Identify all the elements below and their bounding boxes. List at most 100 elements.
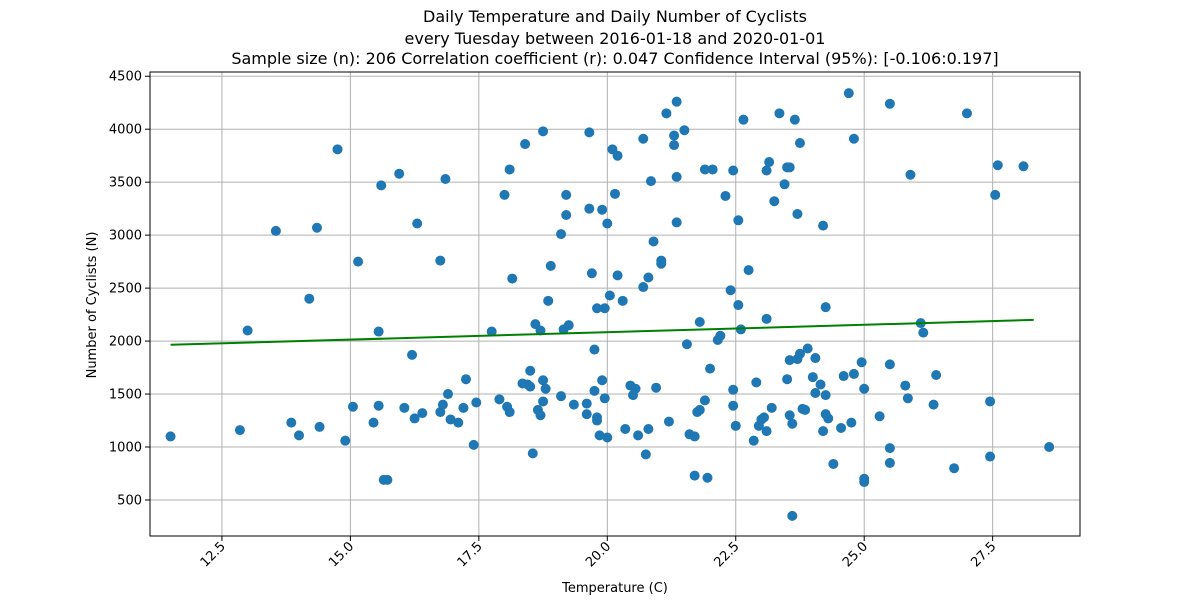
data-point: [794, 137, 805, 148]
data-point: [561, 189, 572, 200]
data-point: [353, 256, 364, 267]
data-point: [985, 451, 996, 462]
data-point: [728, 400, 739, 411]
data-point: [545, 260, 556, 271]
data-point: [242, 325, 253, 336]
data-point: [443, 389, 454, 400]
data-point: [707, 164, 718, 175]
x-axis-label: Temperature (C): [561, 581, 668, 596]
data-point: [735, 324, 746, 335]
data-point: [584, 127, 595, 138]
data-point: [859, 383, 870, 394]
data-point: [304, 293, 315, 304]
data-point: [376, 180, 387, 191]
data-point: [748, 435, 759, 446]
data-point: [453, 417, 464, 428]
data-point: [561, 210, 572, 221]
data-point: [810, 387, 821, 398]
data-point: [856, 357, 867, 368]
data-point: [702, 472, 713, 483]
data-point: [820, 390, 831, 401]
data-point: [725, 285, 736, 296]
data-point: [460, 374, 471, 385]
data-point: [1018, 161, 1029, 172]
data-point: [270, 225, 281, 236]
data-point: [792, 208, 803, 219]
data-point: [802, 343, 813, 354]
data-point: [643, 272, 654, 283]
data-point: [648, 236, 659, 247]
data-point: [535, 410, 546, 421]
data-point: [638, 282, 649, 293]
data-point: [720, 190, 731, 201]
data-point: [728, 384, 739, 395]
data-point: [581, 409, 592, 420]
data-point: [347, 401, 358, 412]
trendline: [170, 318, 1034, 346]
data-point: [568, 399, 579, 410]
y-tick-label: 3500: [109, 176, 142, 191]
data-point: [738, 114, 749, 125]
data-point: [769, 196, 780, 207]
data-point: [787, 510, 798, 521]
data-point: [794, 348, 805, 359]
data-point: [671, 217, 682, 228]
data-point: [471, 397, 482, 408]
y-tick-label: 1000: [109, 441, 142, 456]
data-point: [373, 326, 384, 337]
data-point: [715, 330, 726, 341]
data-point: [504, 164, 515, 175]
data-point: [661, 108, 672, 119]
data-point: [884, 443, 895, 454]
data-point: [859, 473, 870, 484]
data-point: [671, 96, 682, 107]
data-point: [733, 215, 744, 226]
data-point: [581, 398, 592, 409]
data-point: [643, 424, 654, 435]
data-point: [1044, 442, 1055, 453]
data-point: [663, 416, 674, 427]
data-point: [556, 391, 567, 402]
data-point: [784, 410, 795, 421]
data-point: [728, 165, 739, 176]
chart-title-line-2: every Tuesday between 2016-01-18 and 202…: [405, 29, 826, 48]
data-point: [949, 463, 960, 474]
data-point: [743, 265, 754, 276]
data-point: [592, 303, 603, 314]
data-point: [784, 162, 795, 173]
data-point: [705, 363, 716, 374]
data-point: [694, 404, 705, 415]
y-tick-label: 4000: [109, 123, 142, 138]
data-point: [681, 339, 692, 350]
data-point: [874, 411, 885, 422]
data-point: [789, 114, 800, 125]
data-point: [286, 417, 297, 428]
y-tick-label: 3000: [109, 229, 142, 244]
data-point: [884, 457, 895, 468]
data-point: [905, 169, 916, 180]
y-tick-label: 500: [117, 493, 142, 508]
data-point: [535, 325, 546, 336]
data-point: [504, 407, 515, 418]
data-point: [699, 164, 710, 175]
data-point: [599, 393, 610, 404]
y-tick-label: 4500: [109, 70, 142, 85]
data-point: [373, 400, 384, 411]
data-point: [520, 139, 531, 150]
data-point: [556, 229, 567, 240]
data-point: [394, 168, 405, 179]
y-tick-label: 2000: [109, 335, 142, 350]
data-point: [538, 126, 549, 137]
data-point: [800, 404, 811, 415]
data-point: [458, 402, 469, 413]
data-point: [445, 414, 456, 425]
data-point: [314, 421, 325, 432]
data-point: [671, 171, 682, 182]
data-point: [589, 385, 600, 396]
data-point: [820, 302, 831, 313]
data-point: [828, 458, 839, 469]
data-point: [751, 377, 762, 388]
data-point: [679, 125, 690, 136]
data-point: [382, 474, 393, 485]
